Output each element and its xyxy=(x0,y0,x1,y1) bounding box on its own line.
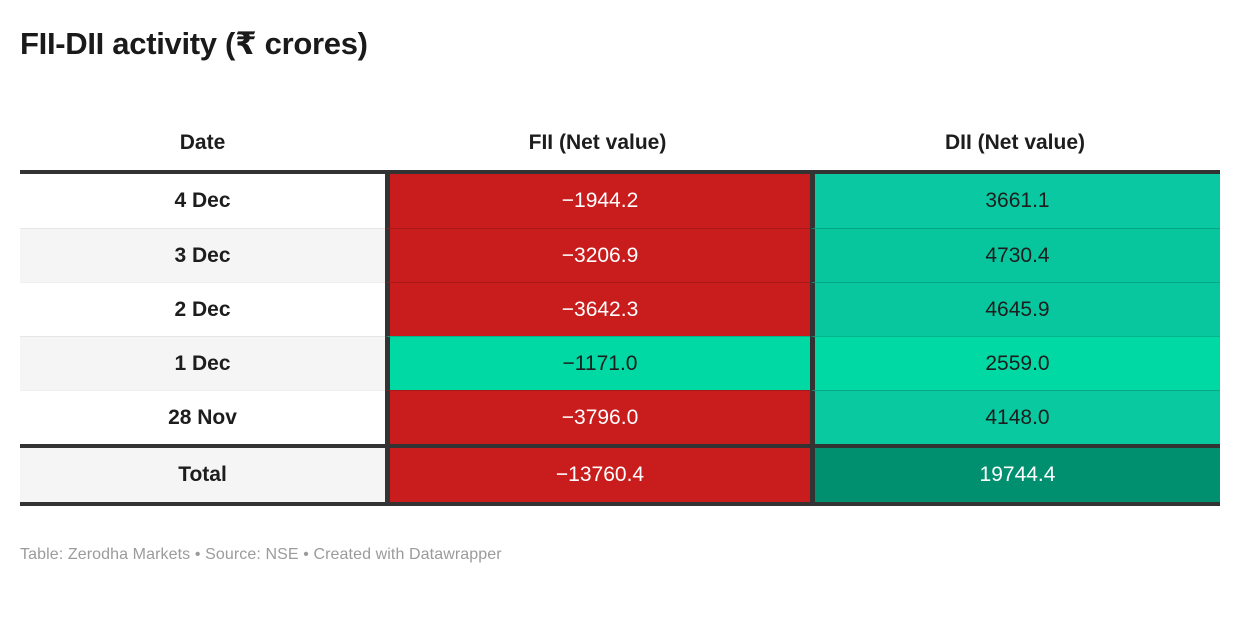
fii-value-cell: −13760.4 xyxy=(385,448,810,502)
column-header-date: Date xyxy=(179,131,226,154)
date-cell: 2 Dec xyxy=(20,282,385,336)
page: FII-DII activity (₹ crores) Date FII (Ne… xyxy=(0,26,1240,564)
column-header-dii: DII (Net value) xyxy=(944,131,1086,154)
table-row: 2 Dec −3642.3 4645.9 xyxy=(20,282,1220,336)
date-cell: 4 Dec xyxy=(20,174,385,228)
table-row: 4 Dec −1944.2 3661.1 xyxy=(20,174,1220,228)
table-total-row: Total −13760.4 19744.4 xyxy=(20,444,1220,502)
dii-value-cell: 3661.1 xyxy=(810,174,1220,228)
page-title: FII-DII activity (₹ crores) xyxy=(20,26,368,61)
column-header-fii: FII (Net value) xyxy=(528,131,667,154)
fii-value-cell: −3206.9 xyxy=(385,228,810,282)
date-cell: Total xyxy=(20,448,385,502)
fii-value-cell: −3796.0 xyxy=(385,390,810,444)
dii-value-cell: 4645.9 xyxy=(810,282,1220,336)
fii-dii-table: Date FII (Net value) DII (Net value) 4 D… xyxy=(20,116,1220,506)
dii-value-cell: 4148.0 xyxy=(810,390,1220,444)
fii-value-cell: −3642.3 xyxy=(385,282,810,336)
dii-value-cell: 19744.4 xyxy=(810,448,1220,502)
table-header-row: Date FII (Net value) DII (Net value) xyxy=(20,116,1220,174)
date-cell: 3 Dec xyxy=(20,228,385,282)
date-cell: 1 Dec xyxy=(20,336,385,390)
fii-value-cell: −1171.0 xyxy=(385,336,810,390)
table-row: 3 Dec −3206.9 4730.4 xyxy=(20,228,1220,282)
date-cell: 28 Nov xyxy=(20,390,385,444)
table-body: 4 Dec −1944.2 3661.1 3 Dec −3206.9 4730.4 2 De… xyxy=(20,174,1220,502)
dii-value-cell: 2559.0 xyxy=(810,336,1220,390)
fii-value-cell: −1944.2 xyxy=(385,174,810,228)
dii-value-cell: 4730.4 xyxy=(810,228,1220,282)
table-row: 28 Nov −3796.0 4148.0 xyxy=(20,390,1220,444)
table-row: 1 Dec −1171.0 2559.0 xyxy=(20,336,1220,390)
attribution-footer: Table: Zerodha Markets • Source: NSE • C… xyxy=(20,546,502,563)
